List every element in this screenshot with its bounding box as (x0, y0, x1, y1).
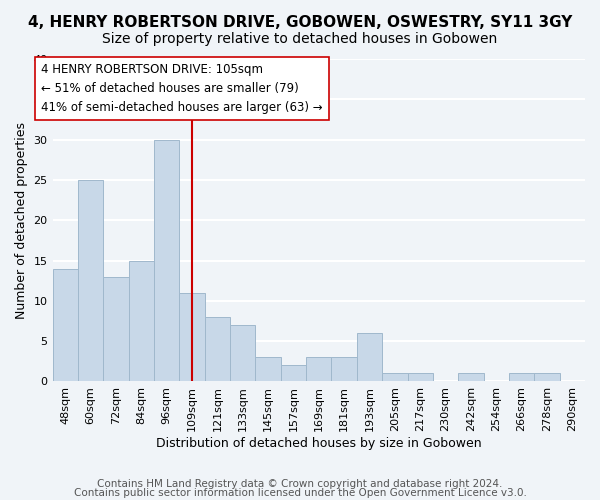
Text: Contains HM Land Registry data © Crown copyright and database right 2024.: Contains HM Land Registry data © Crown c… (97, 479, 503, 489)
Text: Contains public sector information licensed under the Open Government Licence v3: Contains public sector information licen… (74, 488, 526, 498)
Bar (407, 374, 433, 382)
Bar (78, 180, 103, 382)
Bar (509, 374, 534, 382)
Bar (534, 374, 560, 382)
Bar (357, 333, 382, 382)
Bar (281, 366, 306, 382)
Text: Size of property relative to detached houses in Gobowen: Size of property relative to detached ho… (103, 32, 497, 46)
Bar (128, 260, 154, 382)
Y-axis label: Number of detached properties: Number of detached properties (15, 122, 28, 318)
Bar (256, 358, 281, 382)
Text: 4 HENRY ROBERTSON DRIVE: 105sqm
← 51% of detached houses are smaller (79)
41% of: 4 HENRY ROBERTSON DRIVE: 105sqm ← 51% of… (41, 63, 323, 114)
Bar (230, 325, 256, 382)
Bar (179, 293, 205, 382)
Text: 4, HENRY ROBERTSON DRIVE, GOBOWEN, OSWESTRY, SY11 3GY: 4, HENRY ROBERTSON DRIVE, GOBOWEN, OSWES… (28, 15, 572, 30)
X-axis label: Distribution of detached houses by size in Gobowen: Distribution of detached houses by size … (156, 437, 482, 450)
Bar (382, 374, 407, 382)
Bar (306, 358, 331, 382)
Bar (458, 374, 484, 382)
Bar (154, 140, 179, 382)
Bar (205, 317, 230, 382)
Bar (331, 358, 357, 382)
Bar (103, 276, 128, 382)
Bar (53, 268, 78, 382)
